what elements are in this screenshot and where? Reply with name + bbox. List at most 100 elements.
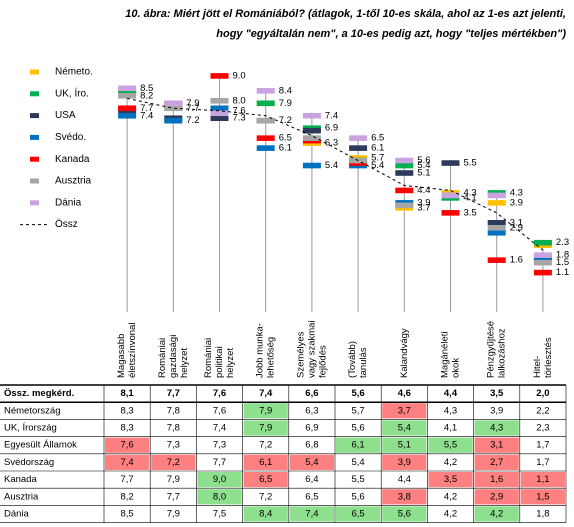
- table-cell: 6,6: [305, 388, 318, 399]
- marker: [441, 160, 460, 166]
- table-cell: 5,6: [398, 509, 411, 520]
- value-label: 6.3: [325, 138, 338, 149]
- legend-label: Össz: [55, 218, 78, 230]
- table-cell: 7,6: [213, 405, 226, 416]
- value-label: 5.6: [417, 155, 430, 166]
- table-cell: 2,7: [490, 457, 503, 468]
- x-tick-label: Magasabb: [116, 334, 127, 378]
- marker: [164, 117, 183, 124]
- chart-title: 10. ábra: Miért jött el Romániából? (átl…: [125, 8, 566, 20]
- table-cell: 7,6: [120, 440, 133, 451]
- table-cell: 7,2: [259, 491, 272, 502]
- table-cell: 4,1: [444, 423, 457, 434]
- cell-fill: [382, 437, 427, 453]
- cell-fill: [382, 403, 427, 419]
- cell-fill: [243, 472, 288, 488]
- marker: [533, 259, 552, 266]
- marker: [210, 115, 229, 122]
- cell-fill: [336, 437, 381, 453]
- legend-label: Ausztria: [55, 176, 92, 187]
- value-label: 6.9: [325, 123, 338, 134]
- table-cell: 1,7: [536, 440, 549, 451]
- table-cell: 5,4: [351, 457, 364, 468]
- table-cell: 5,5: [351, 474, 364, 485]
- marker: [533, 252, 552, 258]
- cell-fill: [197, 489, 242, 505]
- marker: [118, 112, 137, 119]
- table-cell: 7,9: [167, 474, 180, 485]
- value-label: 8.0: [233, 95, 246, 106]
- x-tick-label: Romániai: [203, 338, 214, 378]
- cell-fill: [197, 472, 242, 488]
- marker: [395, 157, 414, 164]
- marker: [118, 105, 137, 112]
- marker: [533, 269, 552, 276]
- cell-fill: [243, 506, 288, 522]
- x-tick-label: Jobb munka-: [255, 323, 266, 378]
- marker: [487, 229, 506, 236]
- value-label: 7.4: [325, 110, 338, 121]
- table-cell: 4,6: [398, 388, 411, 399]
- table-cell: 8,0: [213, 491, 226, 502]
- table-cell: 7,7: [167, 491, 180, 502]
- value-label: 3.5: [464, 207, 477, 218]
- marker: [349, 145, 368, 151]
- table-cell: 7,7: [120, 474, 133, 485]
- table-cell: 7,2: [167, 457, 180, 468]
- table-cell: 4,3: [444, 405, 457, 416]
- x-tick-label: vagy szakmai: [306, 320, 317, 378]
- cell-fill: [105, 454, 150, 470]
- marker: [395, 162, 414, 169]
- value-label: 4.1: [464, 192, 477, 203]
- table-cell: 6,9: [305, 423, 318, 434]
- cell-fill: [289, 506, 334, 522]
- legend-label: Németo.: [55, 67, 93, 78]
- table-cell: 8,3: [120, 405, 133, 416]
- table-cell: 7,7: [213, 457, 226, 468]
- value-label: 2.9: [510, 222, 523, 233]
- legend-swatch: [30, 134, 39, 140]
- marker: [487, 192, 506, 199]
- row-label: Németország: [4, 405, 61, 416]
- table-cell: 4,2: [444, 457, 457, 468]
- value-label: 7.7: [186, 103, 199, 114]
- legend-label: UK, Íro.: [55, 86, 89, 99]
- legend-swatch: [30, 113, 39, 119]
- marker: [302, 162, 321, 169]
- value-label: 3.7: [417, 202, 430, 213]
- table-cell: 1,5: [536, 491, 549, 502]
- table-cell: 7,4: [120, 457, 133, 468]
- marker: [441, 192, 460, 199]
- value-label: 7.4: [140, 110, 153, 121]
- table-cell: 6,5: [351, 509, 364, 520]
- table-cell: 7,4: [259, 388, 273, 399]
- table-cell: 5,5: [444, 440, 457, 451]
- legend-swatch: [30, 200, 39, 206]
- table-cell: 5,6: [351, 491, 364, 502]
- row-label: Ausztria: [4, 491, 39, 502]
- x-tick-label: (Tovább): [347, 341, 358, 378]
- marker: [164, 105, 183, 112]
- value-label: 8.2: [140, 90, 153, 101]
- legend-label: Dánia: [55, 197, 82, 208]
- marker: [349, 135, 368, 141]
- marker: [210, 110, 229, 117]
- table-cell: 8,1: [120, 388, 134, 399]
- value-label: 3.9: [417, 197, 430, 208]
- x-tick-label: politikai: [214, 346, 225, 378]
- cell-fill: [151, 454, 196, 470]
- table-cell: 3,8: [398, 491, 411, 502]
- marker: [441, 210, 460, 216]
- marker: [118, 93, 137, 99]
- x-tick-label: lehetőség: [266, 337, 277, 378]
- value-label: 4.3: [510, 187, 523, 198]
- marker: [487, 220, 506, 226]
- table-cell: 7,7: [167, 388, 180, 399]
- row-label: Svédország: [4, 457, 54, 468]
- table-cell: 7,3: [167, 440, 180, 451]
- table-cell: 6,1: [351, 440, 364, 451]
- cell-fill: [243, 403, 288, 419]
- x-tick-label: Romániai: [157, 338, 168, 378]
- value-label: 1.5: [556, 257, 569, 268]
